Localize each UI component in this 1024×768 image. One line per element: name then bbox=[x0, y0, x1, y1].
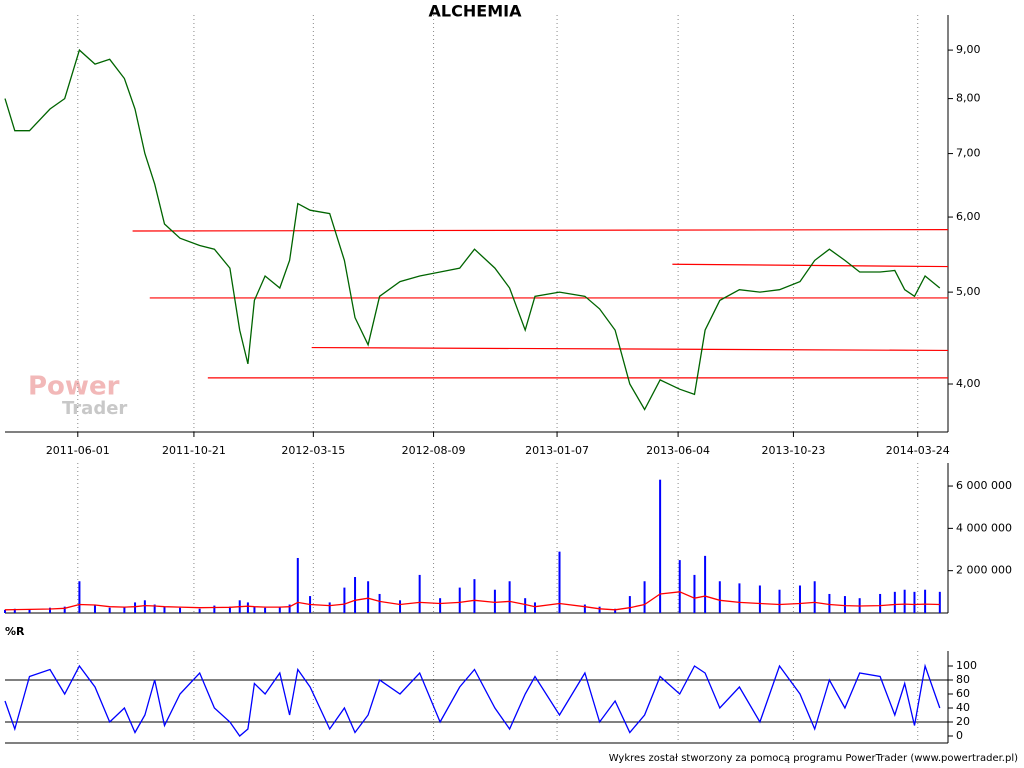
volume-bar bbox=[253, 606, 256, 613]
y-tick-label: 4,00 bbox=[956, 377, 981, 390]
volume-bar bbox=[328, 602, 331, 613]
y-tick-label: 7,00 bbox=[956, 147, 981, 160]
y-tick-label: 9,00 bbox=[956, 43, 981, 56]
y-tick-label: 8,00 bbox=[956, 92, 981, 105]
volume-bar bbox=[439, 598, 442, 613]
volume-bar bbox=[378, 593, 381, 613]
volume-bar bbox=[473, 579, 476, 613]
volume-bar bbox=[354, 577, 357, 613]
volume-bar bbox=[558, 551, 561, 613]
volume-bar bbox=[778, 589, 781, 613]
volume-bar bbox=[179, 607, 182, 613]
volume-bar bbox=[198, 608, 201, 613]
volume-bar bbox=[924, 589, 927, 613]
volume-bar bbox=[843, 596, 846, 613]
trend-line bbox=[672, 263, 949, 268]
volume-bar bbox=[693, 574, 696, 613]
panel-title: %R bbox=[5, 625, 25, 638]
price-line bbox=[4, 663, 941, 737]
volume-bar bbox=[738, 583, 741, 613]
volume-bar bbox=[4, 609, 6, 613]
x-tick-label: 2013-01-07 bbox=[525, 444, 589, 457]
volume-bar bbox=[153, 604, 156, 613]
volume-bar bbox=[78, 581, 81, 613]
chart-title: ALCHEMIA bbox=[429, 2, 523, 21]
y-tick-label: 40 bbox=[956, 701, 970, 714]
x-tick-label: 2011-10-21 bbox=[162, 444, 226, 457]
volume-bar bbox=[718, 581, 721, 613]
x-tick-label: 2014-03-24 bbox=[886, 444, 950, 457]
volume-bar bbox=[278, 606, 281, 613]
volume-bar bbox=[813, 581, 816, 613]
volume-bar bbox=[213, 605, 216, 613]
volume-bar bbox=[399, 600, 402, 613]
volume-bar bbox=[643, 581, 646, 613]
y-tick-label: 4 000 000 bbox=[956, 521, 1012, 534]
trend-line bbox=[311, 346, 949, 352]
footer: Wykres został stworzony za pomocą progra… bbox=[609, 753, 1018, 764]
volume-bar bbox=[893, 591, 896, 613]
volume-bar bbox=[93, 604, 96, 613]
volume-bar bbox=[798, 585, 801, 613]
y-tick-label: 60 bbox=[956, 687, 970, 700]
volume-bar bbox=[343, 587, 346, 613]
volume-bar bbox=[614, 608, 617, 613]
volume-bar bbox=[367, 581, 370, 613]
x-tick-label: 2013-10-23 bbox=[761, 444, 825, 457]
volume-bar bbox=[524, 598, 527, 613]
volume-bar bbox=[903, 589, 906, 613]
volume-bar bbox=[533, 602, 536, 613]
volume-bar bbox=[48, 607, 51, 613]
x-tick-label: 2012-08-09 bbox=[402, 444, 466, 457]
volume-bar bbox=[108, 607, 111, 613]
trend-line bbox=[132, 228, 949, 232]
y-tick-label: 6,00 bbox=[956, 210, 981, 223]
volume-bar bbox=[143, 600, 146, 613]
volume-bar bbox=[493, 589, 496, 613]
volume-bar bbox=[938, 591, 941, 613]
volume-bar bbox=[678, 560, 681, 613]
volume-bar bbox=[418, 574, 421, 613]
y-tick-label: 100 bbox=[956, 659, 977, 672]
volume-bar bbox=[913, 591, 916, 613]
volume-bar bbox=[508, 581, 511, 613]
volume-bar bbox=[704, 555, 707, 613]
moving-average bbox=[4, 591, 940, 611]
watermark: Trader bbox=[62, 398, 127, 419]
x-tick-label: 2013-06-04 bbox=[646, 444, 710, 457]
volume-bar bbox=[598, 606, 601, 613]
volume-bar bbox=[28, 609, 31, 613]
volume-bar bbox=[228, 606, 231, 613]
y-tick-label: 2 000 000 bbox=[956, 564, 1012, 577]
y-tick-label: 80 bbox=[956, 673, 970, 686]
volume-bar bbox=[163, 606, 166, 613]
x-tick-label: 2011-06-01 bbox=[46, 444, 110, 457]
volume-bar bbox=[628, 596, 631, 613]
y-tick-label: 5,00 bbox=[956, 285, 981, 298]
volume-bar bbox=[13, 608, 16, 613]
volume-bar bbox=[63, 606, 66, 613]
volume-bar bbox=[583, 604, 586, 613]
volume-bar bbox=[246, 602, 249, 613]
volume-bar bbox=[828, 593, 831, 613]
volume-bar bbox=[264, 607, 267, 613]
volume-bar bbox=[659, 479, 662, 613]
x-tick-label: 2012-03-15 bbox=[281, 444, 345, 457]
volume-bar bbox=[288, 604, 291, 613]
price-line bbox=[4, 48, 941, 411]
y-tick-label: 20 bbox=[956, 715, 970, 728]
watermark: Power bbox=[28, 372, 120, 402]
y-tick-label: 0 bbox=[956, 729, 963, 742]
volume-bar bbox=[296, 557, 299, 613]
volume-bar bbox=[123, 606, 126, 613]
volume-bar bbox=[134, 602, 137, 613]
volume-bar bbox=[758, 585, 761, 613]
volume-bar bbox=[458, 587, 461, 613]
volume-bar bbox=[879, 593, 882, 613]
y-tick-label: 6 000 000 bbox=[956, 479, 1012, 492]
